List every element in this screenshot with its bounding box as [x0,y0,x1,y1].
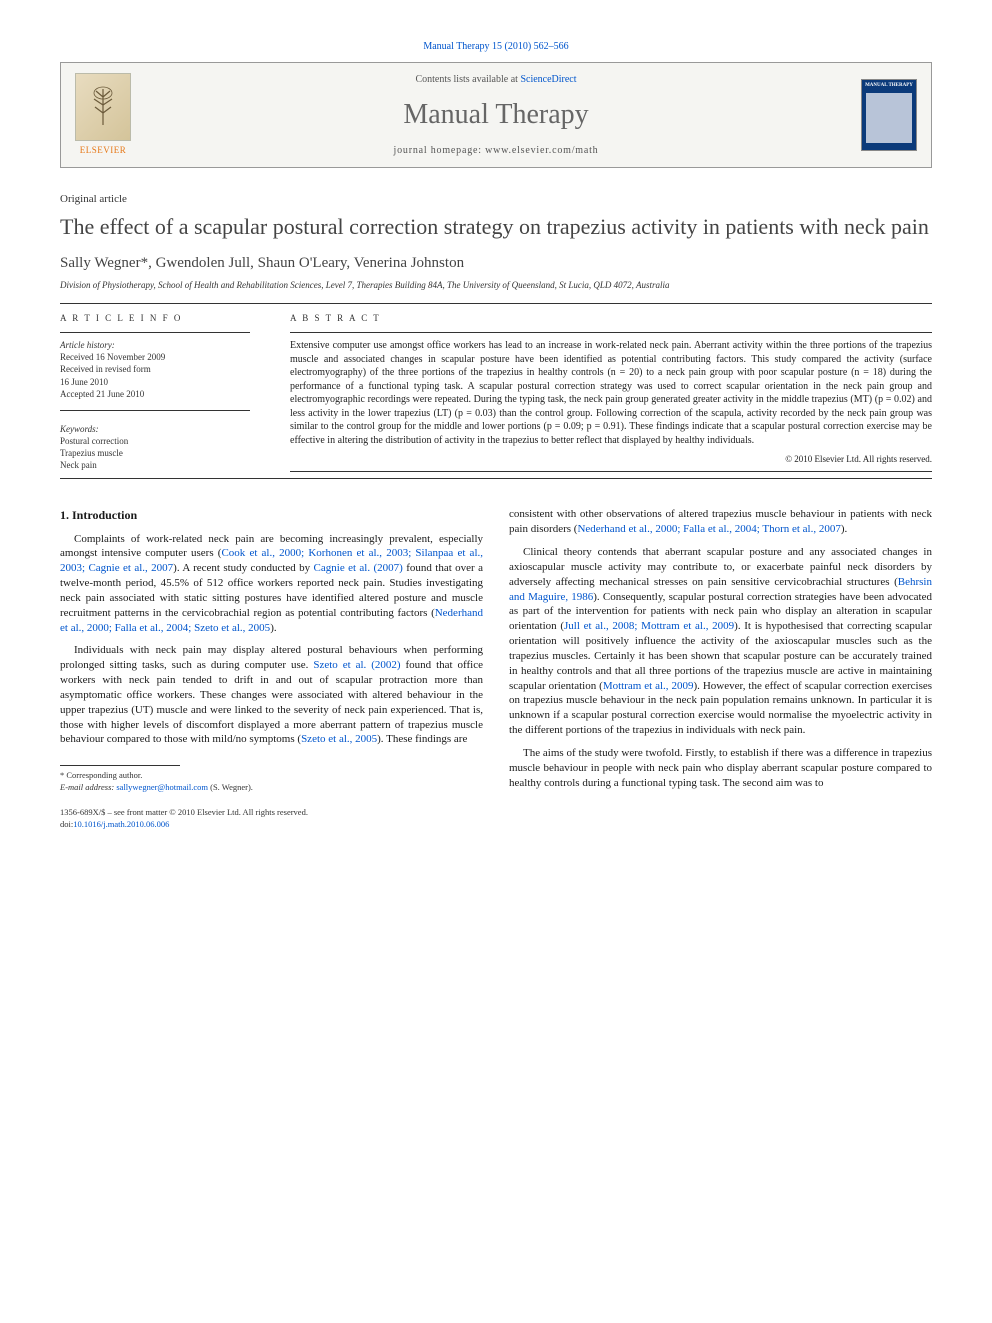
abstract-block: A B S T R A C T Extensive computer use a… [290,312,932,478]
citation-link[interactable]: Cagnie et al. (2007) [314,562,403,574]
divider [60,410,250,411]
footer-block: 1356-689X/$ – see front matter © 2010 El… [60,807,483,830]
body-col-right: consistent with other observations of al… [509,507,932,830]
intro-heading: 1. Introduction [60,507,483,523]
email-suffix: (S. Wegner). [208,782,253,792]
body-para: The aims of the study were twofold. Firs… [509,746,932,791]
issn-line: 1356-689X/$ – see front matter © 2010 El… [60,807,483,818]
doi-link[interactable]: 10.1016/j.math.2010.06.006 [73,819,169,829]
email-label: E-mail address: [60,782,116,792]
text: ). A recent study conducted by [173,562,313,574]
publisher-label: ELSEVIER [75,144,131,156]
cover-thumb-image [866,93,912,143]
sciencedirect-link[interactable]: ScienceDirect [520,74,576,85]
contents-line: Contents lists available at ScienceDirec… [145,73,847,87]
doi-label: doi: [60,819,73,829]
text: Clinical theory contends that aberrant s… [509,546,932,588]
journal-cover-thumb: MANUAL THERAPY [861,79,917,151]
body-para: Individuals with neck pain may display a… [60,643,483,747]
citation-link[interactable]: Nederhand et al., 2000; Falla et al., 20… [577,523,840,535]
revised-date: 16 June 2010 [60,376,250,388]
affiliation: Division of Physiotherapy, School of Hea… [60,279,932,291]
article-info-heading: A R T I C L E I N F O [60,312,250,324]
footnote-rule [60,765,180,766]
text: ). [270,622,276,634]
body-columns: 1. Introduction Complaints of work-relat… [60,507,932,830]
citation-link[interactable]: Szeto et al. (2002) [313,659,400,671]
divider [290,471,932,472]
journal-masthead: ELSEVIER Contents lists available at Sci… [60,62,932,169]
body-para: Complaints of work-related neck pain are… [60,532,483,636]
top-citation: Manual Therapy 15 (2010) 562–566 [60,40,932,54]
publisher-logo-block: ELSEVIER [75,73,131,156]
article-title: The effect of a scapular postural correc… [60,213,932,241]
body-col-left: 1. Introduction Complaints of work-relat… [60,507,483,830]
elsevier-tree-icon [75,73,131,141]
article-info-block: A R T I C L E I N F O Article history: R… [60,312,250,478]
journal-name: Manual Therapy [145,96,847,134]
citation-link[interactable]: Szeto et al., 2005 [301,733,377,745]
citation-link[interactable]: Jull et al., 2008; Mottram et al., 2009 [564,620,734,632]
divider [60,303,932,304]
homepage-line: journal homepage: www.elsevier.com/math [145,144,847,158]
text: ). [841,523,847,535]
divider [290,332,932,333]
corresponding-author: * Corresponding author. [60,770,483,781]
divider [60,332,250,333]
keyword: Postural correction [60,435,250,447]
accepted-date: Accepted 21 June 2010 [60,388,250,400]
email-link[interactable]: sallywegner@hotmail.com [116,782,208,792]
contents-prefix: Contents lists available at [415,74,520,85]
divider [60,478,932,479]
body-para: Clinical theory contends that aberrant s… [509,545,932,738]
abstract-text: Extensive computer use amongst office wo… [290,339,932,447]
history-label: Article history: [60,339,250,351]
abstract-copyright: © 2010 Elsevier Ltd. All rights reserved… [290,453,932,465]
keyword: Neck pain [60,459,250,471]
citation-link[interactable]: Mottram et al., 2009 [603,680,694,692]
keywords-label: Keywords: [60,423,250,435]
author-list: Sally Wegner*, Gwendolen Jull, Shaun O'L… [60,253,932,273]
abstract-heading: A B S T R A C T [290,312,932,324]
email-footnote: E-mail address: sallywegner@hotmail.com … [60,782,483,793]
revised-label: Received in revised form [60,363,250,375]
article-type: Original article [60,192,932,207]
body-para: consistent with other observations of al… [509,507,932,537]
homepage-url: www.elsevier.com/math [485,145,598,156]
keyword: Trapezius muscle [60,447,250,459]
received-date: Received 16 November 2009 [60,351,250,363]
text: ). These findings are [377,733,467,745]
masthead-center: Contents lists available at ScienceDirec… [145,73,847,158]
cover-thumb-title: MANUAL THERAPY [865,83,913,90]
homepage-prefix: journal homepage: [394,145,486,156]
meta-abstract-row: A R T I C L E I N F O Article history: R… [60,312,932,478]
